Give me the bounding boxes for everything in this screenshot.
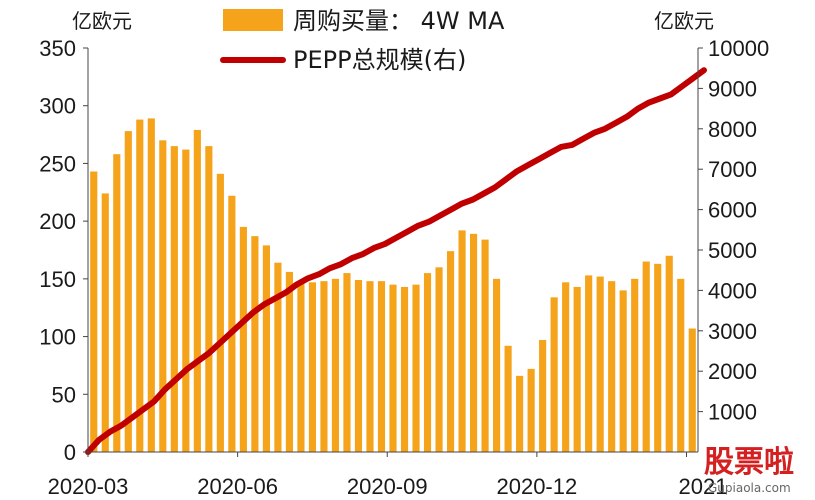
bar [297, 281, 305, 452]
bar [205, 146, 213, 453]
right-tick-label: 8000 [708, 117, 757, 142]
bar [516, 375, 524, 452]
left-axis-unit: 亿欧元 [72, 9, 132, 33]
bar [608, 281, 616, 452]
left-axis-ticks: 0 50 100 150 200 250 300 350 [39, 36, 88, 465]
bar [562, 282, 570, 452]
bar [285, 271, 293, 452]
bar [136, 119, 144, 452]
bar [435, 267, 443, 452]
line-series [85, 67, 707, 455]
bar [458, 230, 466, 452]
left-tick-label: 50 [52, 382, 76, 407]
bar [446, 251, 455, 452]
right-tick-label: 4000 [708, 278, 757, 303]
bar-series [90, 118, 696, 453]
bar [331, 278, 340, 452]
bar [274, 262, 282, 452]
left-tick-label: 100 [39, 325, 76, 350]
bar [423, 273, 432, 452]
bar [412, 284, 420, 452]
bar [124, 131, 132, 453]
bar [320, 281, 328, 452]
right-tick-label: 6000 [708, 198, 757, 223]
x-tick-label: 2021 [678, 474, 727, 499]
left-tick-label: 150 [39, 267, 76, 292]
x-tick-label: 2020-06 [197, 474, 278, 499]
bar [493, 278, 501, 452]
bar [539, 340, 547, 452]
x-axis-ticks: 2020-03 2020-06 2020-09 2020-12 2021 [48, 452, 727, 499]
right-tick-label: 5000 [708, 238, 757, 263]
bar [470, 233, 478, 452]
bar [573, 286, 581, 452]
right-tick-label: 1000 [708, 400, 757, 425]
x-tick-label: 2020-03 [48, 474, 129, 499]
watermark-url: Gupiaola.com [708, 481, 791, 495]
bar [159, 140, 167, 452]
right-tick-label: 10000 [708, 36, 769, 61]
bar [90, 171, 98, 452]
right-axis-ticks: 1000 2000 3000 4000 5000 6000 7000 8000 9000 1000… [698, 36, 769, 425]
right-tick-label: 2000 [708, 359, 757, 384]
legend: 周购买量： 4W MA PEPP总规模(右) [220, 7, 505, 74]
bar [527, 368, 535, 452]
bar [343, 273, 351, 452]
bar [170, 146, 178, 453]
left-tick-label: 350 [39, 36, 76, 61]
right-axis-unit: 亿欧元 [654, 9, 714, 33]
bar [389, 284, 397, 452]
bar [688, 328, 696, 452]
bar [147, 118, 155, 452]
legend-label-line: PEPP总规模(右) [293, 46, 466, 74]
bar [228, 195, 236, 452]
right-tick-label: 3000 [708, 319, 757, 344]
bar [642, 261, 650, 452]
bar [239, 226, 247, 452]
bar [308, 282, 317, 452]
bar [216, 173, 224, 452]
bar [481, 239, 489, 452]
left-tick-label: 250 [39, 151, 76, 176]
watermark-logo: 股票啦 [704, 445, 794, 480]
right-tick-label: 7000 [708, 157, 757, 182]
bar [585, 275, 593, 452]
legend-label-bars: 周购买量： 4W MA [293, 7, 505, 35]
bar [377, 281, 386, 452]
pepp-total-line [85, 67, 707, 455]
bar [665, 255, 673, 452]
bar [182, 149, 190, 452]
bar [550, 297, 558, 452]
bar [354, 280, 363, 452]
legend-swatch-bars [223, 9, 283, 31]
x-tick-label: 2020-12 [496, 474, 577, 499]
left-tick-label: 200 [39, 209, 76, 234]
left-tick-label: 300 [39, 94, 76, 119]
watermark: 股票啦 Gupiaola.com [704, 445, 794, 495]
bar [101, 193, 109, 452]
bar [366, 281, 374, 452]
bar [262, 245, 270, 452]
bar [619, 290, 627, 452]
bar [400, 286, 409, 452]
bar [193, 129, 201, 452]
bar [251, 236, 259, 452]
bar [631, 278, 639, 452]
bar [504, 345, 512, 452]
bar [596, 276, 604, 452]
right-tick-label: 9000 [708, 76, 757, 101]
bar [113, 154, 121, 452]
bar [654, 263, 662, 452]
left-tick-label: 0 [64, 440, 76, 465]
bar [677, 278, 685, 452]
x-tick-label: 2020-09 [347, 474, 428, 499]
